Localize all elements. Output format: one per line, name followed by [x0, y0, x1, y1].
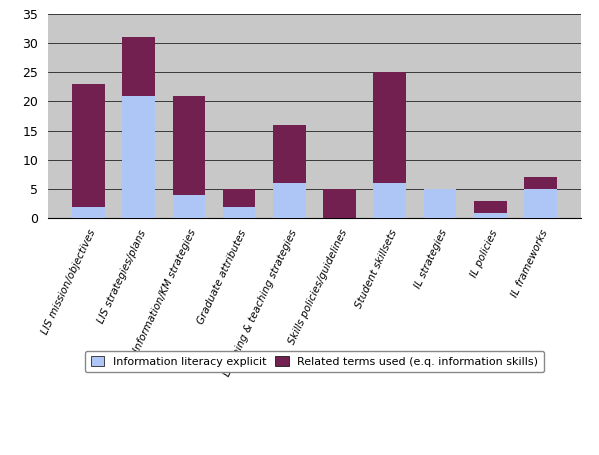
- Bar: [173, 96, 205, 195]
- Bar: [374, 72, 406, 183]
- Bar: [72, 84, 105, 207]
- Bar: [72, 207, 105, 218]
- Bar: [524, 189, 557, 218]
- Bar: [323, 189, 356, 218]
- Bar: [173, 195, 205, 218]
- Bar: [223, 207, 255, 218]
- Bar: [374, 183, 406, 218]
- Bar: [423, 189, 456, 218]
- Bar: [524, 177, 557, 189]
- Bar: [273, 183, 305, 218]
- Bar: [122, 96, 155, 218]
- Bar: [474, 201, 507, 212]
- Bar: [273, 125, 305, 183]
- Legend: Information literacy explicit, Related terms used (e.q. information skills): Information literacy explicit, Related t…: [85, 351, 544, 373]
- Bar: [474, 212, 507, 218]
- Bar: [122, 37, 155, 96]
- Bar: [223, 189, 255, 207]
